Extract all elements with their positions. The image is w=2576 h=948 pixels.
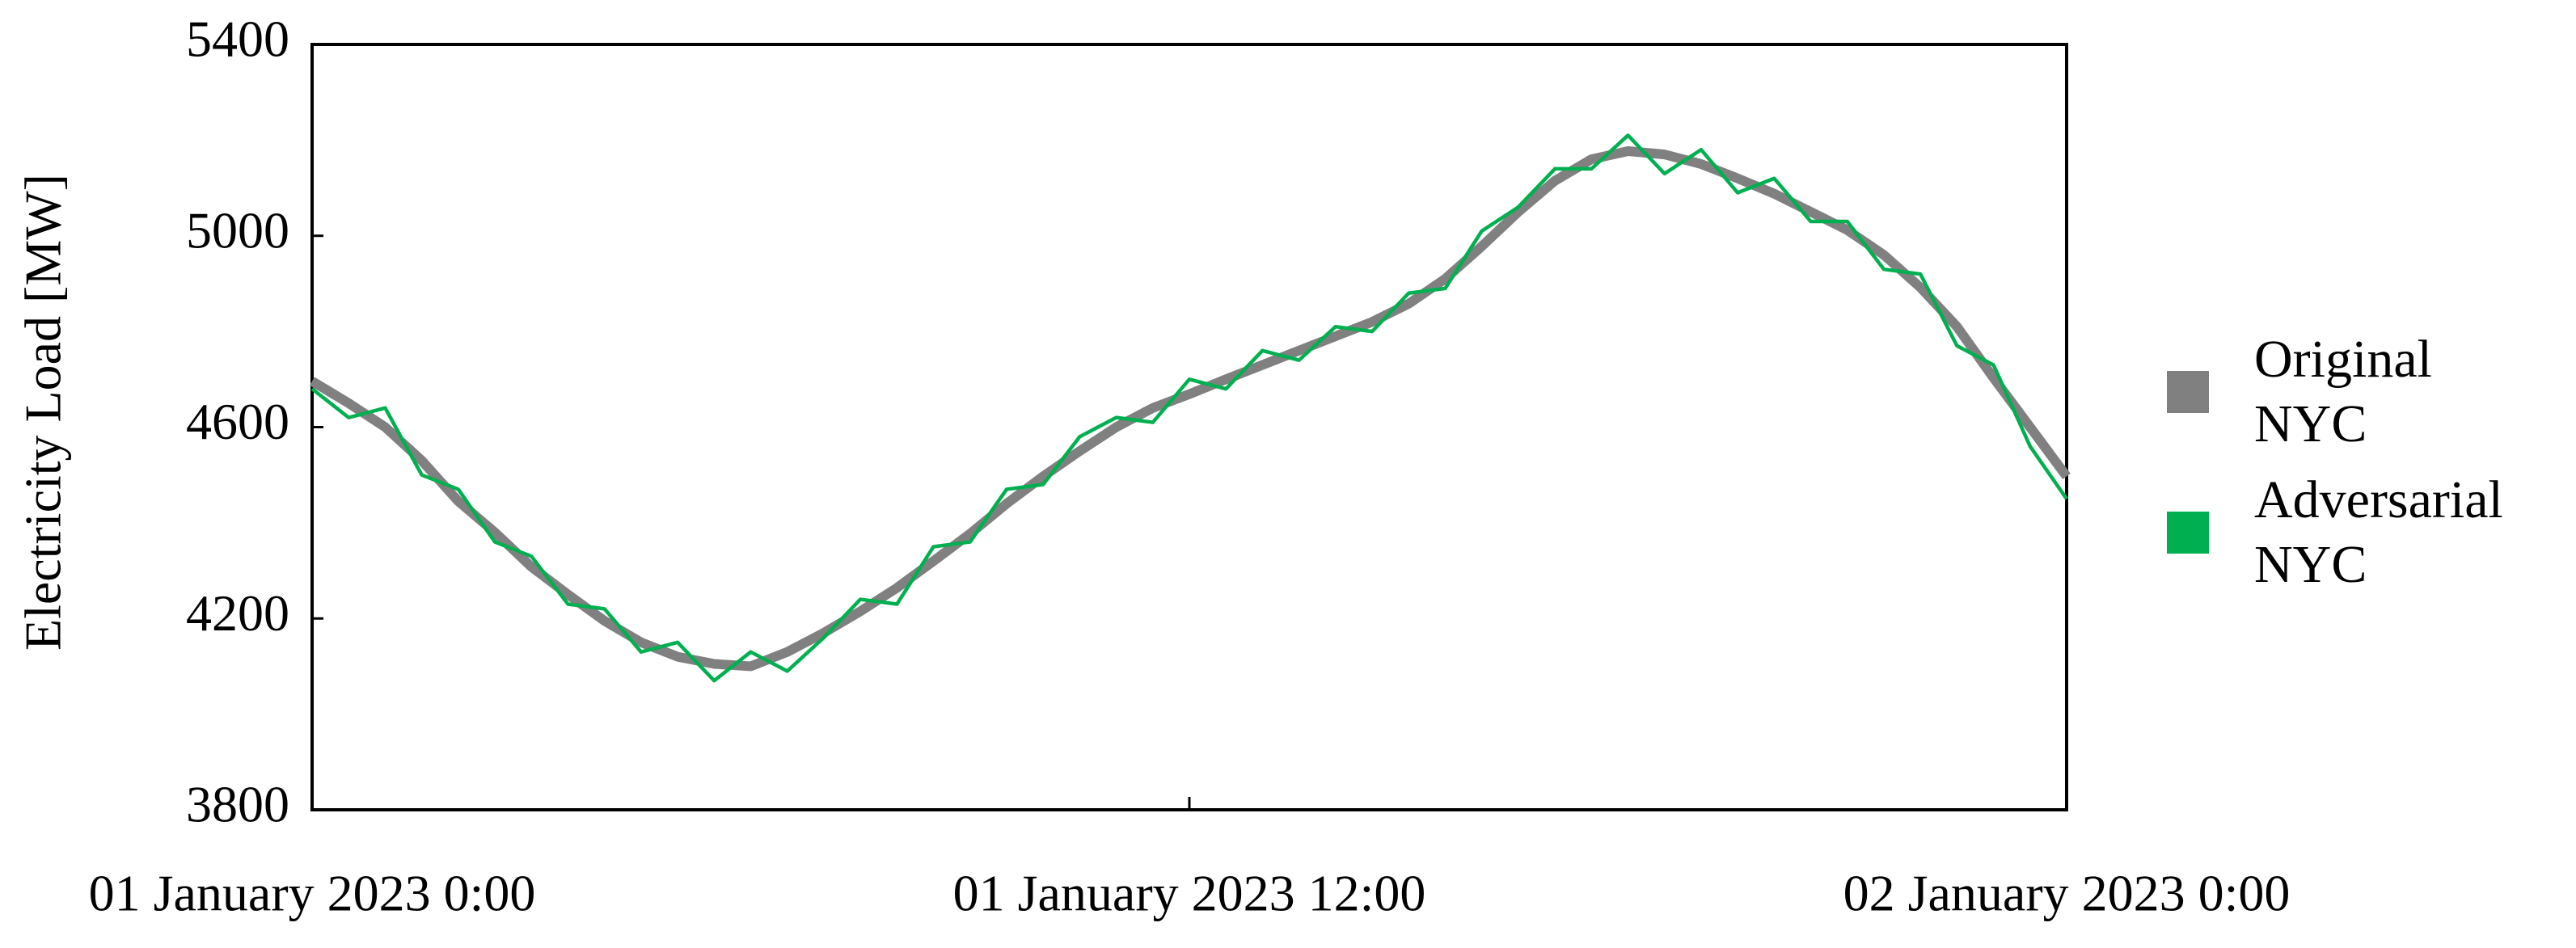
legend-label: Adversarial NYC: [2254, 470, 2503, 594]
legend: Original NYC Adversarial NYC: [2167, 327, 2555, 609]
plot-frame: [310, 43, 2068, 811]
legend-swatch: [2167, 512, 2209, 554]
y-tick-label: 3800: [186, 776, 289, 833]
x-tick-label: 02 January 2023 0:00: [1843, 865, 2291, 922]
y-tick-label: 4200: [186, 584, 289, 642]
legend-item: Adversarial NYC: [2167, 468, 2555, 597]
legend-label: Original NYC: [2254, 330, 2432, 453]
y-tick-label: 4600: [186, 393, 289, 450]
y-tick-label: 5000: [186, 201, 289, 259]
legend-swatch: [2167, 371, 2209, 413]
y-axis-label: Electricity Load [MW]: [15, 174, 72, 651]
series-line: [309, 145, 2071, 672]
legend-item: Original NYC: [2167, 327, 2555, 457]
y-tick-label: 5400: [186, 11, 289, 68]
x-tick-label: 01 January 2023 12:00: [953, 865, 1426, 922]
x-tick-label: 01 January 2023 0:00: [89, 865, 536, 922]
series-line: [310, 133, 2068, 683]
